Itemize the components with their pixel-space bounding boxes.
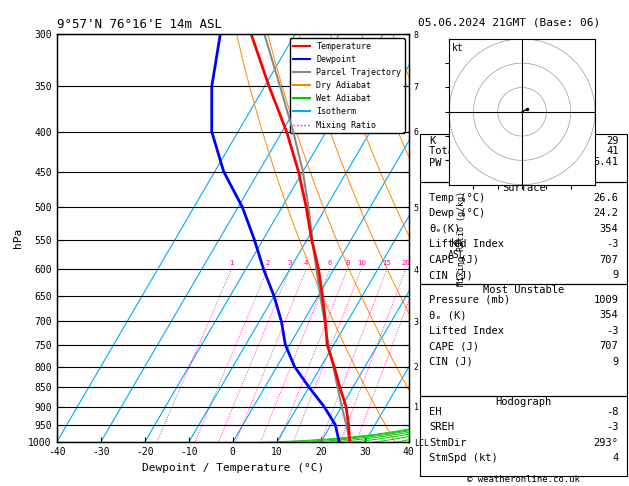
Bar <box>420 134 627 182</box>
Text: 6: 6 <box>328 260 332 266</box>
Text: 1009: 1009 <box>594 295 618 305</box>
Text: 354: 354 <box>599 311 618 320</box>
Text: CAPE (J): CAPE (J) <box>429 255 479 265</box>
Text: StmDir: StmDir <box>429 438 466 448</box>
Text: θₑ (K): θₑ (K) <box>429 311 466 320</box>
Text: θₑ(K): θₑ(K) <box>429 224 460 234</box>
Text: 707: 707 <box>599 342 618 351</box>
Text: © weatheronline.co.uk: © weatheronline.co.uk <box>467 474 580 484</box>
Text: 05.06.2024 21GMT (Base: 06): 05.06.2024 21GMT (Base: 06) <box>418 17 601 27</box>
Text: 707: 707 <box>599 255 618 265</box>
Text: EH: EH <box>429 407 442 417</box>
Text: 8: 8 <box>345 260 350 266</box>
Text: 4: 4 <box>612 453 618 463</box>
Legend: Temperature, Dewpoint, Parcel Trajectory, Dry Adiabat, Wet Adiabat, Isotherm, Mi: Temperature, Dewpoint, Parcel Trajectory… <box>290 38 404 133</box>
Text: 5.41: 5.41 <box>594 157 618 167</box>
Text: 10: 10 <box>357 260 365 266</box>
Text: Lifted Index: Lifted Index <box>429 326 504 336</box>
Text: Most Unstable: Most Unstable <box>483 285 564 295</box>
Text: 293°: 293° <box>594 438 618 448</box>
Text: 20: 20 <box>401 260 410 266</box>
Y-axis label: hPa: hPa <box>13 228 23 248</box>
Text: 354: 354 <box>599 224 618 234</box>
Y-axis label: km
ASL: km ASL <box>448 238 465 260</box>
Text: Surface: Surface <box>502 183 545 193</box>
Text: CIN (J): CIN (J) <box>429 271 472 280</box>
Text: 3: 3 <box>287 260 292 266</box>
Text: -3: -3 <box>606 240 618 249</box>
Text: 9: 9 <box>612 357 618 367</box>
Text: 29: 29 <box>606 137 618 146</box>
Text: SREH: SREH <box>429 422 454 432</box>
Text: -3: -3 <box>606 326 618 336</box>
Text: 15: 15 <box>382 260 391 266</box>
Text: StmSpd (kt): StmSpd (kt) <box>429 453 498 463</box>
Text: Hodograph: Hodograph <box>496 397 552 407</box>
Text: 1: 1 <box>229 260 234 266</box>
Text: 9°57'N 76°16'E 14m ASL: 9°57'N 76°16'E 14m ASL <box>57 18 221 32</box>
Text: Temp (°C): Temp (°C) <box>429 193 485 203</box>
Text: 26.6: 26.6 <box>594 193 618 203</box>
Text: CIN (J): CIN (J) <box>429 357 472 367</box>
Bar <box>420 396 627 476</box>
Text: 9: 9 <box>612 271 618 280</box>
Text: Pressure (mb): Pressure (mb) <box>429 295 510 305</box>
X-axis label: Dewpoint / Temperature (°C): Dewpoint / Temperature (°C) <box>142 463 324 473</box>
Text: -3: -3 <box>606 422 618 432</box>
Text: 41: 41 <box>606 146 618 156</box>
Text: Totals Totals: Totals Totals <box>429 146 510 156</box>
Text: Lifted Index: Lifted Index <box>429 240 504 249</box>
Text: 2: 2 <box>265 260 270 266</box>
Text: K: K <box>429 137 435 146</box>
Bar <box>420 284 627 396</box>
Text: PW (cm): PW (cm) <box>429 157 472 167</box>
Text: Dewp (°C): Dewp (°C) <box>429 208 485 218</box>
Text: CAPE (J): CAPE (J) <box>429 342 479 351</box>
Text: 4: 4 <box>304 260 308 266</box>
Text: 24.2: 24.2 <box>594 208 618 218</box>
Text: kt: kt <box>452 43 464 53</box>
Bar <box>420 182 627 284</box>
Text: -8: -8 <box>606 407 618 417</box>
Text: Mixing Ratio (g/kg): Mixing Ratio (g/kg) <box>457 191 466 286</box>
